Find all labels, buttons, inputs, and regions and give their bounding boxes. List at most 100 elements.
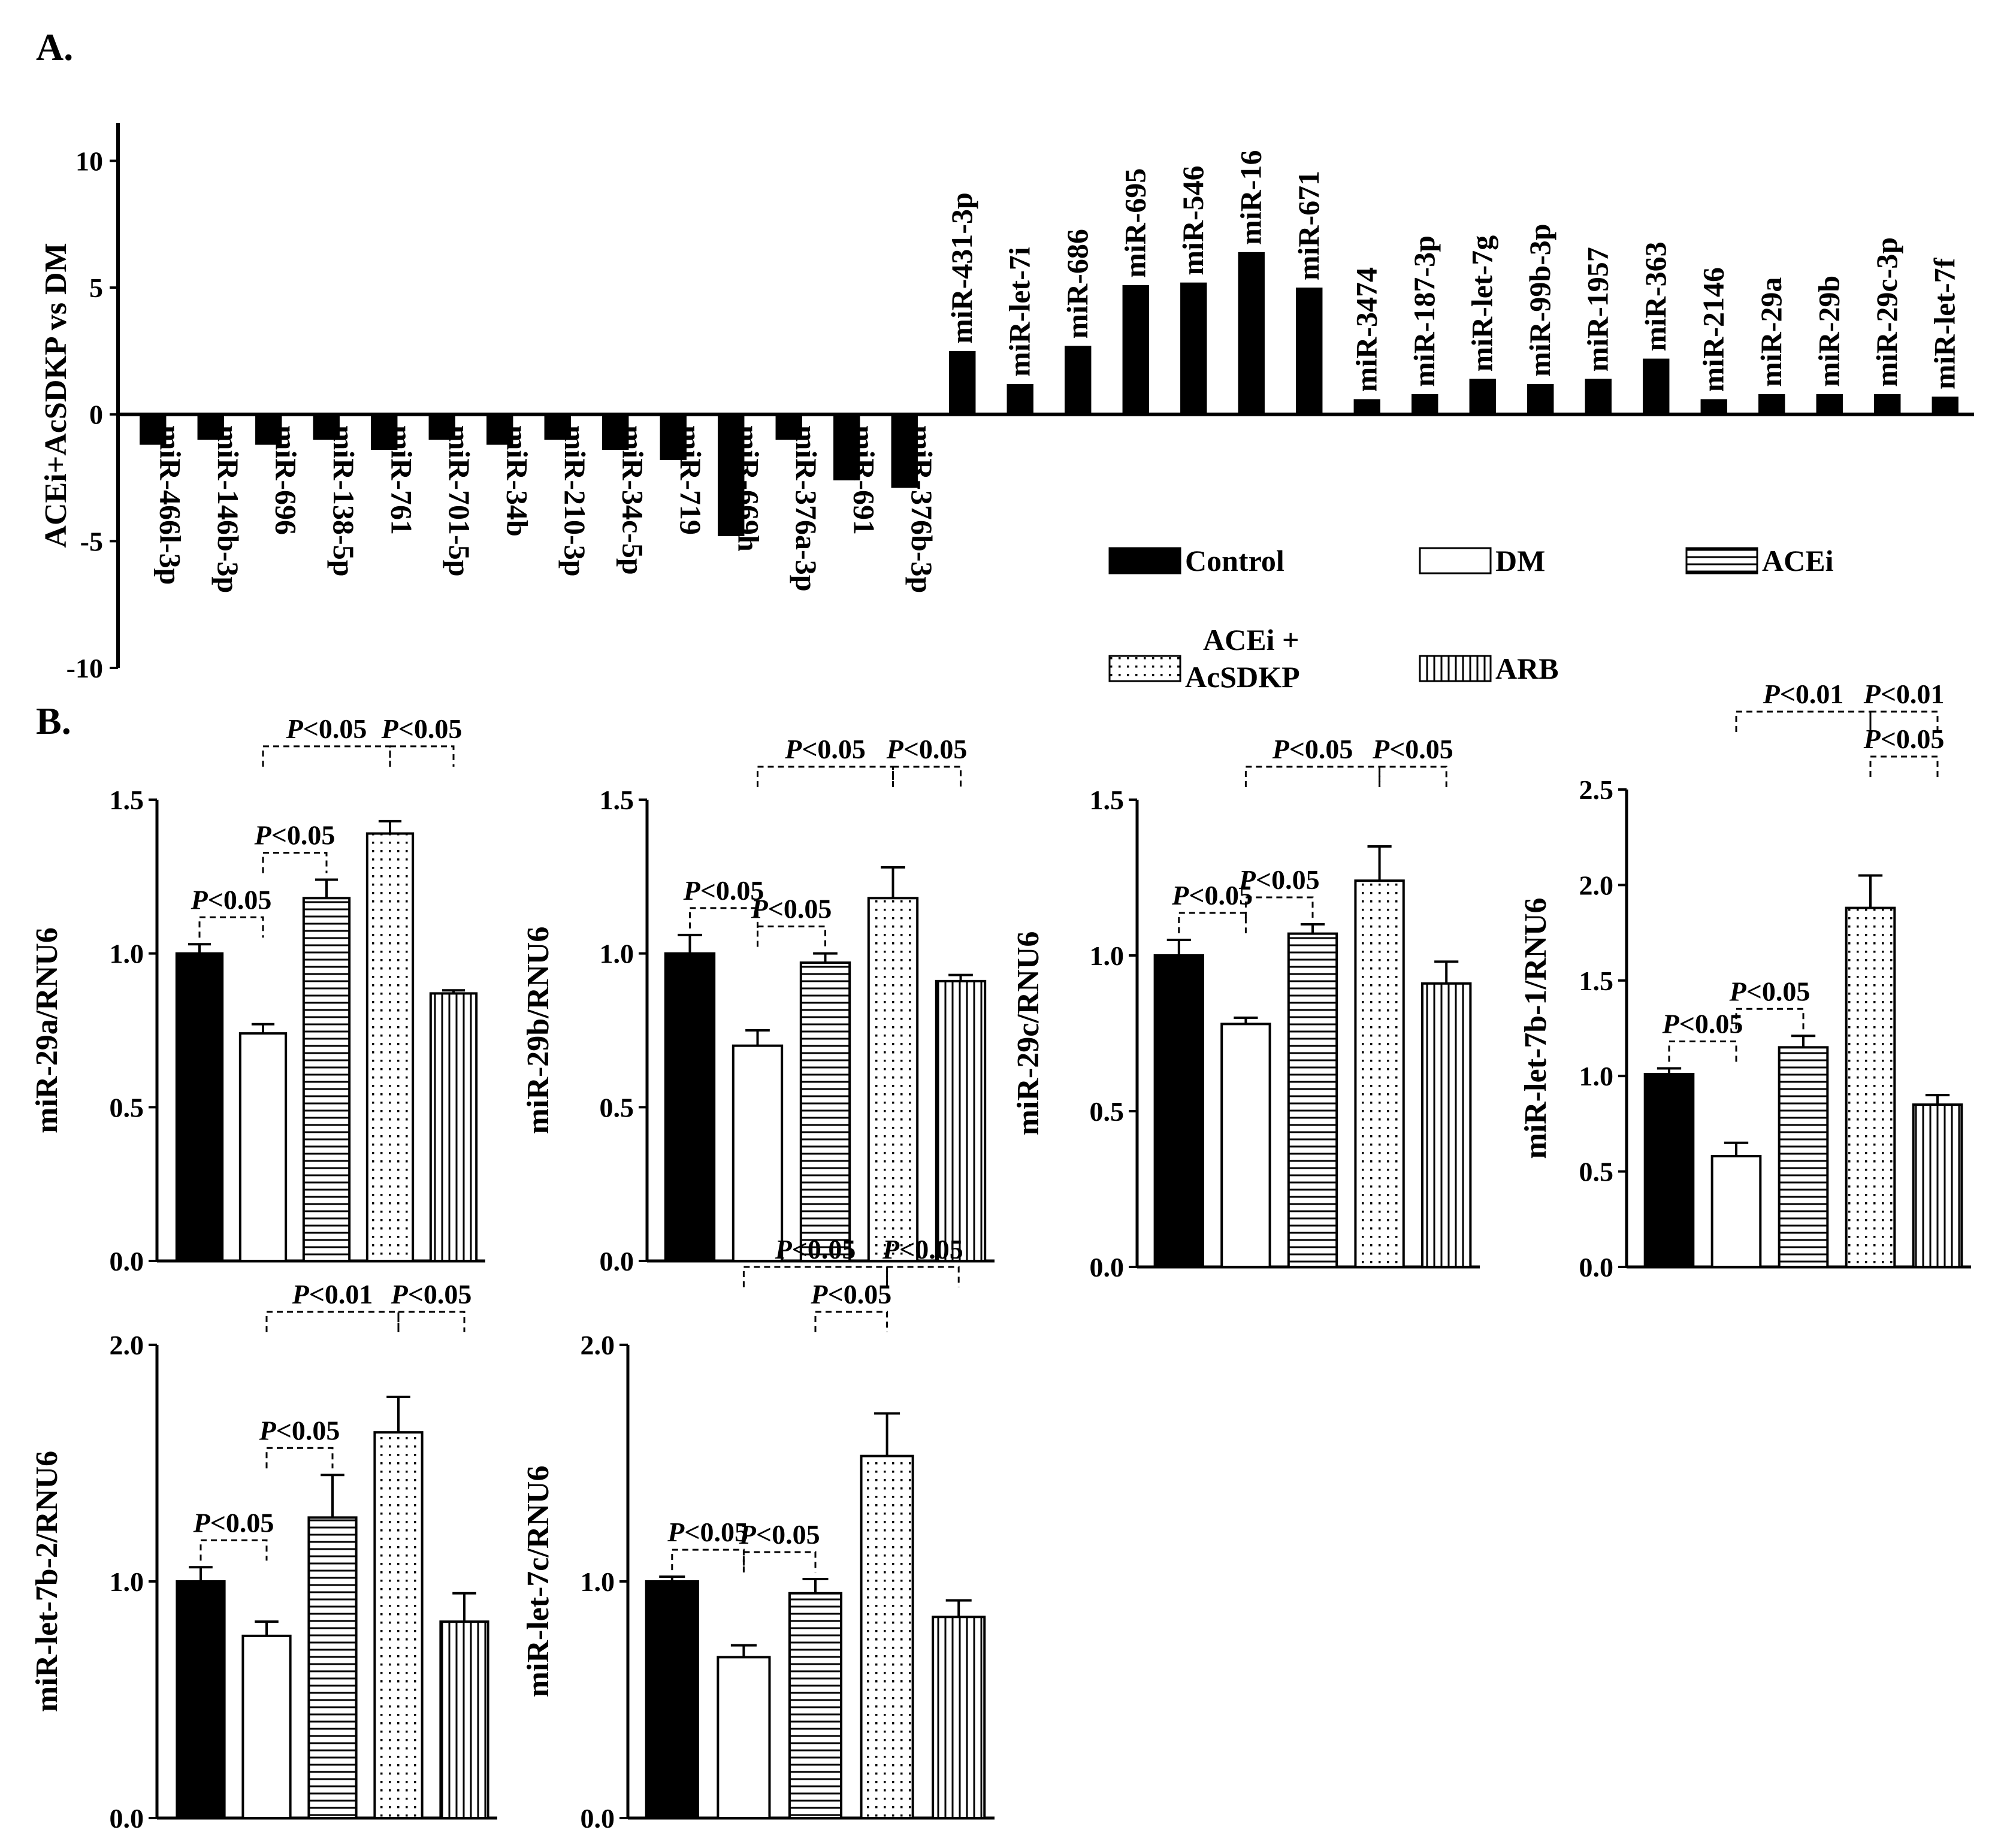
chart-B3: 0.00.51.01.5miR-29c/RNU6P<0.05P<0.05P<0.… (1011, 734, 1480, 1283)
x-tick-label-miR-466l-3p: miR-466l-3p (153, 425, 187, 585)
legend-swatch-arb (1419, 655, 1492, 682)
bar-B1-control (175, 952, 224, 1262)
bar-miR-761 (371, 414, 398, 450)
legend-swatch-control (1108, 547, 1181, 574)
p-value-text: <0.05 (1289, 734, 1353, 764)
significance-bracket-B1 (198, 916, 264, 938)
p-symbol: P (667, 1517, 685, 1547)
p-value-text: <0.05 (271, 819, 336, 850)
x-tick-label-miR-210-3p: miR-210-3p (558, 425, 592, 577)
significance-bracket-B3 (1244, 896, 1314, 918)
p-value-B3: P<0.05 (1238, 864, 1320, 895)
y-tick-label-B4: 0.0 (1579, 1252, 1614, 1283)
bar-B2-arb (935, 979, 987, 1263)
p-value-B3: P<0.05 (1372, 734, 1453, 764)
p-symbol: P (391, 1279, 409, 1309)
legend-label-acei: ACEi (1762, 544, 1834, 577)
y-axis-title-B3: miR-29c/RNU6 (1011, 931, 1045, 1136)
p-symbol: P (784, 734, 802, 764)
chart-panel-b: 0.00.51.01.5miR-29a/RNU6P<0.05P<0.05P<0.… (30, 679, 1971, 1834)
p-value-text: <0.05 (1679, 1008, 1743, 1039)
bar-B4-arb (1912, 1103, 1963, 1269)
y-tick-label-B4: 1.0 (1579, 1061, 1614, 1091)
y-tick-label-B2: 1.5 (600, 785, 634, 815)
p-value-text: <0.05 (1256, 864, 1320, 895)
x-tick-label-miR-3474: miR-3474 (1350, 267, 1383, 392)
p-value-text: <0.05 (700, 875, 764, 906)
p-value-text: <0.05 (1189, 880, 1253, 911)
y-axis-title-B6: miR-let-7c/RNU6 (521, 1466, 555, 1698)
legend-label-arb: ARB (1495, 652, 1559, 685)
bar-B6-acei_acsdkp (860, 1454, 914, 1819)
y-axis-title-B2: miR-29b/RNU6 (521, 927, 555, 1135)
p-value-text: <0.05 (802, 734, 866, 764)
significance-bracket-B1 (262, 745, 391, 767)
x-tick-label-miR-719: miR-719 (674, 425, 708, 535)
y-tick-label-B5: 1.0 (110, 1566, 144, 1597)
bar-miR-99b-3p (1527, 383, 1554, 415)
p-symbol: P (1863, 724, 1881, 754)
x-tick-label-miR-16: miR-16 (1234, 150, 1268, 245)
significance-bracket-B6 (886, 1266, 960, 1287)
y-tick-label-B3: 0.5 (1090, 1096, 1125, 1127)
p-symbol: P (1763, 679, 1781, 709)
bar-miR-let-7f (1932, 397, 1958, 415)
legend-label-dm: DM (1495, 544, 1545, 577)
p-symbol: P (1729, 976, 1747, 1006)
p-value-text: <0.01 (1881, 679, 1945, 709)
bar-miR-34b (486, 414, 513, 445)
x-tick-label-miR-let-7g: miR-let-7g (1465, 235, 1499, 372)
x-tick-label-miR-2146: miR-2146 (1697, 267, 1730, 392)
p-value-text: <0.05 (827, 1279, 891, 1309)
x-tick-label-miR-29c-3p: miR-29c-3p (1870, 237, 1903, 387)
bar-miR-691 (833, 414, 860, 480)
p-value-B1: P<0.05 (286, 713, 367, 744)
bar-B1-dm (238, 1032, 288, 1262)
p-symbol: P (1171, 880, 1189, 911)
x-tick-label-miR-34b: miR-34b (500, 425, 534, 537)
bar-miR-669h (718, 414, 745, 536)
p-value-B2: P<0.05 (683, 875, 764, 906)
p-symbol: P (886, 734, 904, 764)
bar-B4-acei (1778, 1046, 1829, 1268)
p-value-text: <0.05 (276, 1415, 340, 1445)
p-value-text: <0.05 (210, 1507, 274, 1538)
bar-miR-16 (1238, 252, 1265, 415)
x-tick-label-miR-363: miR-363 (1639, 241, 1672, 351)
x-tick-label-miR-187-3p: miR-187-3p (1407, 235, 1441, 387)
bar-B4-control (1643, 1073, 1695, 1268)
bar-B6-dm (717, 1656, 771, 1819)
y-tick-label-B6: 0.0 (581, 1803, 615, 1834)
p-value-B5: P<0.05 (259, 1415, 340, 1445)
significance-bracket-B1 (262, 851, 328, 873)
bar-B2-acei_acsdkp (867, 897, 919, 1263)
bar-miR-376a-3p (775, 414, 802, 440)
p-symbol: P (1372, 734, 1390, 764)
y-tick-label-B1: 1.0 (110, 939, 144, 969)
bar-B2-dm (732, 1044, 784, 1262)
x-tick-label-miR-99b-3p: miR-99b-3p (1523, 223, 1556, 377)
p-value-B5: P<0.05 (391, 1279, 472, 1309)
significance-bracket-B6 (671, 1548, 745, 1571)
significance-bracket-B3 (1178, 912, 1247, 933)
bar-miR-671 (1296, 288, 1323, 415)
p-symbol: P (191, 884, 208, 915)
p-symbol: P (775, 1234, 793, 1265)
p-value-B1: P<0.05 (254, 819, 336, 850)
x-tick-label-miR-29b: miR-29b (1812, 276, 1846, 387)
bar-miR-29a (1758, 394, 1785, 415)
x-tick-label-miR-686: miR-686 (1060, 229, 1094, 338)
bar-B3-dm (1220, 1023, 1271, 1269)
y-tick-label-a: -10 (67, 653, 103, 683)
bar-B1-acei_acsdkp (365, 832, 415, 1262)
p-value-text: <0.05 (303, 713, 367, 744)
p-value-text: <0.05 (1881, 724, 1945, 754)
p-value-B5: P<0.01 (292, 1279, 373, 1309)
y-axis-title-B1: miR-29a/RNU6 (30, 927, 64, 1133)
y-tick-label-B4: 2.5 (1579, 775, 1614, 805)
bar-B5-acei_acsdkp (373, 1431, 424, 1819)
significance-bracket-B4 (1869, 755, 1939, 777)
p-value-B6: P<0.05 (882, 1234, 963, 1265)
